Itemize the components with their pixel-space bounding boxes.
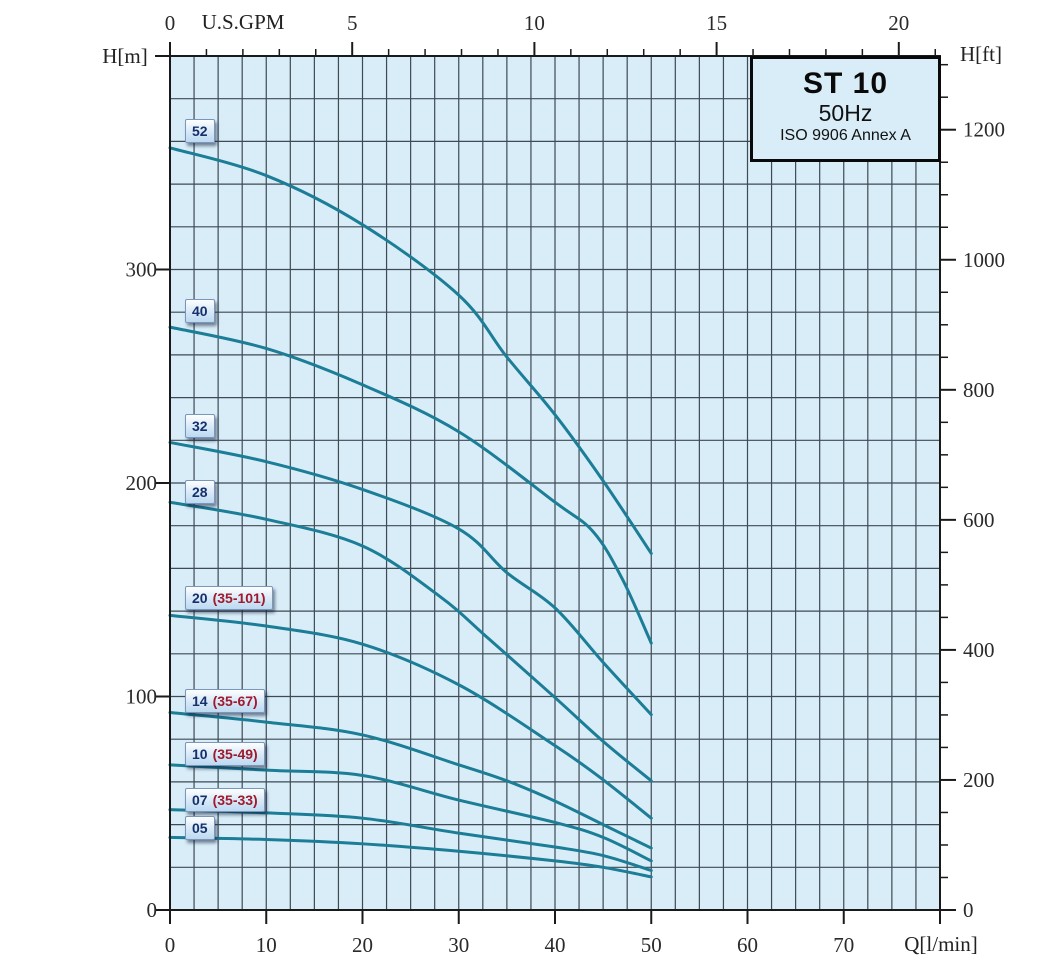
bottom-axis-tick-label: 30 [448, 933, 469, 957]
curve-52 [168, 146, 653, 555]
right-axis-title: H[ft] [960, 42, 1002, 66]
bottom-axis-title: Q[l/min] [904, 932, 978, 956]
curve-stage-number: 32 [192, 418, 208, 435]
curve-32 [168, 440, 653, 717]
curve-range-suffix: (35-101) [212, 590, 266, 607]
bottom-axis-tick-label: 40 [545, 933, 566, 957]
curve-label-40: 40 [185, 299, 215, 324]
curve-label-20: 20 (35-101) [185, 586, 273, 611]
left-axis-tick-label: 100 [126, 685, 158, 709]
curve-40 [168, 325, 653, 645]
right-axis-tick-label: 0 [963, 898, 974, 922]
pump-model: ST 10 [802, 67, 889, 100]
top-axis-tick-label: 10 [524, 11, 545, 35]
curve-label-10: 10 (35-49) [185, 742, 265, 767]
left-axis-title: H[m] [102, 44, 148, 68]
curve-stage-number: 52 [192, 122, 208, 139]
right-axis-tick-label: 600 [963, 508, 995, 532]
right-axis-tick-label: 1200 [963, 118, 1005, 142]
top-axis-tick-label: 0 [165, 11, 176, 35]
curve-label-52: 52 [185, 118, 215, 143]
left-axis-tick-label: 200 [126, 471, 158, 495]
curve-stage-number: 20 [192, 590, 208, 607]
top-axis-title: U.S.GPM [201, 10, 285, 34]
curve-stage-number: 05 [192, 819, 208, 836]
bottom-axis-tick-label: 0 [165, 933, 176, 957]
right-axis-tick-label: 800 [963, 378, 995, 402]
right-axis-tick-label: 200 [963, 768, 995, 792]
curve-05 [168, 835, 653, 879]
pump-frequency: 50Hz [818, 100, 873, 126]
left-axis-tick-label: 300 [126, 258, 158, 282]
right-axis-tick-label: 1000 [963, 248, 1005, 272]
curve-label-32: 32 [185, 414, 215, 439]
curve-label-07: 07 (35-33) [185, 788, 265, 813]
bottom-axis-tick-label: 70 [833, 933, 854, 957]
bottom-axis-tick-label: 20 [352, 933, 373, 957]
left-axis-tick-label: 0 [147, 898, 158, 922]
curve-label-14: 14 (35-67) [185, 688, 265, 713]
curve-range-suffix: (35-49) [212, 746, 258, 763]
top-axis-tick-label: 20 [888, 11, 909, 35]
chart-title-box: ST 10 50Hz ISO 9906 Annex A [750, 56, 941, 162]
curve-stage-number: 40 [192, 303, 208, 320]
bottom-axis-tick-label: 50 [641, 933, 662, 957]
curve-10 [168, 763, 653, 863]
curve-label-05: 05 [185, 815, 215, 840]
curve-label-28: 28 [185, 479, 215, 504]
curve-stage-number: 14 [192, 692, 208, 709]
curve-14 [168, 711, 653, 850]
curve-stage-number: 07 [192, 792, 208, 809]
top-axis-tick-label: 15 [706, 11, 727, 35]
curve-stage-number: 10 [192, 746, 208, 763]
bottom-axis-tick-label: 10 [256, 933, 277, 957]
curve-stage-number: 28 [192, 483, 208, 500]
right-axis-tick-label: 400 [963, 638, 995, 662]
test-standard: ISO 9906 Annex A [780, 127, 911, 144]
top-axis-tick-label: 5 [347, 11, 358, 35]
bottom-axis-tick-label: 60 [737, 933, 758, 957]
curve-range-suffix: (35-67) [212, 692, 258, 709]
curve-20 [168, 613, 653, 820]
curve-range-suffix: (35-33) [212, 792, 258, 809]
curve-07 [168, 808, 653, 873]
curve-28 [168, 500, 653, 783]
